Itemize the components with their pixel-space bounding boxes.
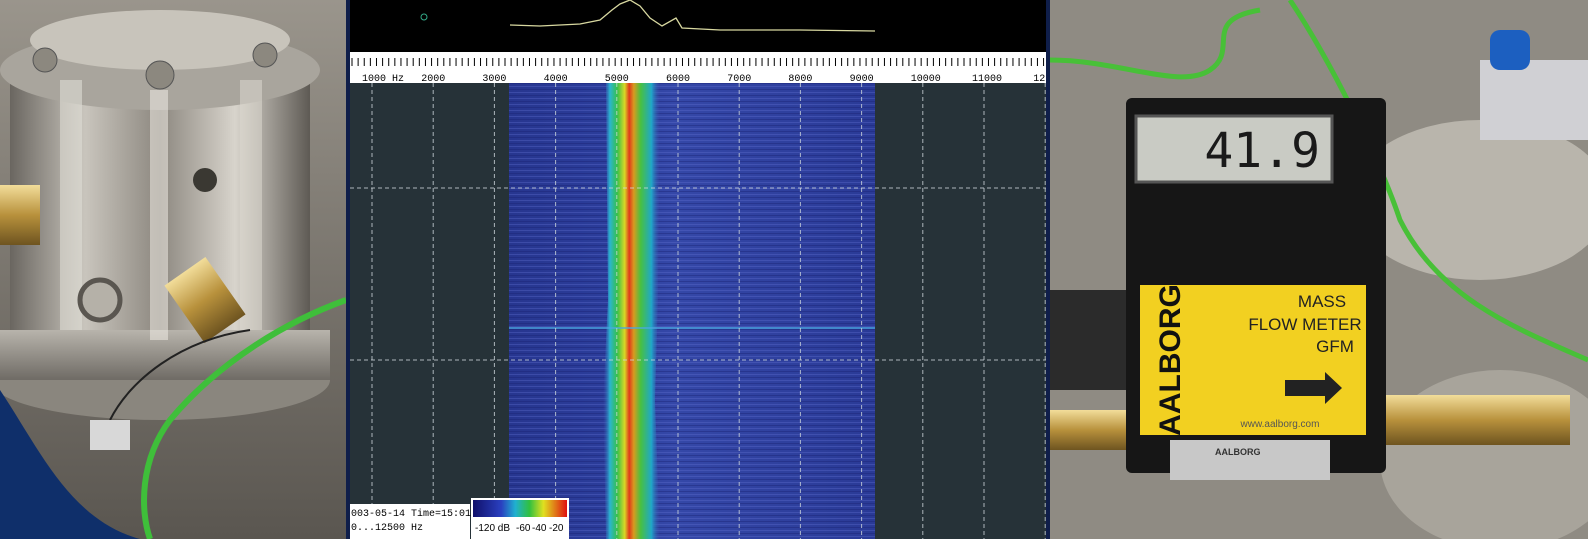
frequency-label: 3000 xyxy=(482,74,506,85)
plate-brand: AALBORG xyxy=(1215,447,1261,457)
wire xyxy=(109,329,251,421)
spectrogram-window: 1000 Hz 2000 3000 4000 5000 6000 7000 8000 9000 1… xyxy=(350,0,1046,539)
green-cable xyxy=(1287,0,1588,363)
colorbar-label: -40 xyxy=(532,523,547,534)
bolt xyxy=(145,60,175,90)
signal-stripe xyxy=(603,83,660,539)
meter-label xyxy=(1140,285,1366,435)
status-range: 0...12500 Hz xyxy=(351,523,423,534)
connector xyxy=(90,420,130,450)
interference-line xyxy=(509,327,875,329)
bolt xyxy=(252,42,278,68)
grid xyxy=(350,83,1046,539)
label-line: GFM xyxy=(1316,337,1354,356)
top-plate xyxy=(30,10,290,70)
port xyxy=(193,168,217,192)
frequency-label: 2000 xyxy=(421,74,445,85)
id-plate xyxy=(1170,440,1330,480)
right-photo: 41.9 AALBORG MASS FLOW METER GFM www.aal… xyxy=(1049,0,1588,539)
frequency-label: 10000 xyxy=(911,74,941,85)
rod xyxy=(60,80,82,330)
website: www.aalborg.com xyxy=(1240,419,1320,430)
label-line: FLOW METER xyxy=(1248,315,1361,334)
green-cable xyxy=(1049,7,1261,80)
green-cable xyxy=(141,297,348,539)
spectrum-trace xyxy=(509,0,876,32)
frequency-label: 9000 xyxy=(850,74,874,85)
port xyxy=(77,277,123,323)
bolt xyxy=(32,47,58,73)
rod xyxy=(150,90,168,340)
fitting xyxy=(164,256,246,344)
frequency-ruler xyxy=(350,52,1046,83)
colorbar-label: -120 dB xyxy=(475,523,510,534)
brass-fitting xyxy=(1355,395,1570,445)
bracket xyxy=(1050,290,1140,390)
left-photo xyxy=(0,0,348,539)
frequency-labels: 1000 Hz 2000 3000 4000 5000 6000 7000 8000 9000 1… xyxy=(362,74,1045,85)
colorbar-label: -60 xyxy=(516,523,531,534)
colorbar-labels: -120 dB -60 -40 -20 xyxy=(475,523,564,534)
ruler-ticks xyxy=(351,58,1045,66)
frequency-label: 12 xyxy=(1033,74,1045,85)
frequency-label: 11000 xyxy=(972,74,1002,85)
divider xyxy=(1046,0,1050,539)
frequency-label: 4000 xyxy=(544,74,568,85)
status-date: 003-05-14 Time=15:01 xyxy=(351,508,471,520)
trace-panel xyxy=(350,0,1046,52)
brass-fitting xyxy=(1050,410,1130,450)
colorbar xyxy=(473,500,567,517)
frequency-label: 5000 xyxy=(605,74,629,85)
divider xyxy=(346,0,350,539)
trace-marker xyxy=(420,13,428,21)
frequency-label: 1000 Hz xyxy=(362,74,404,85)
rod xyxy=(240,80,262,330)
frequency-label: 8000 xyxy=(788,74,812,85)
frequency-label: 6000 xyxy=(666,74,690,85)
foil xyxy=(1480,60,1588,140)
brand: AALBORG xyxy=(1154,284,1187,436)
label-line: MASS xyxy=(1298,292,1346,311)
blue-swoosh xyxy=(0,390,140,539)
status-box xyxy=(350,504,470,539)
flow-arrow xyxy=(1285,372,1342,404)
blue-fitting xyxy=(1490,30,1530,70)
fitting xyxy=(0,185,40,245)
lcd-reading: 41.9 xyxy=(1204,123,1320,179)
frequency-label: 7000 xyxy=(727,74,751,85)
lcd xyxy=(1134,114,1334,184)
colorbar-label: -20 xyxy=(549,523,564,534)
waterfall-noise xyxy=(509,83,875,539)
